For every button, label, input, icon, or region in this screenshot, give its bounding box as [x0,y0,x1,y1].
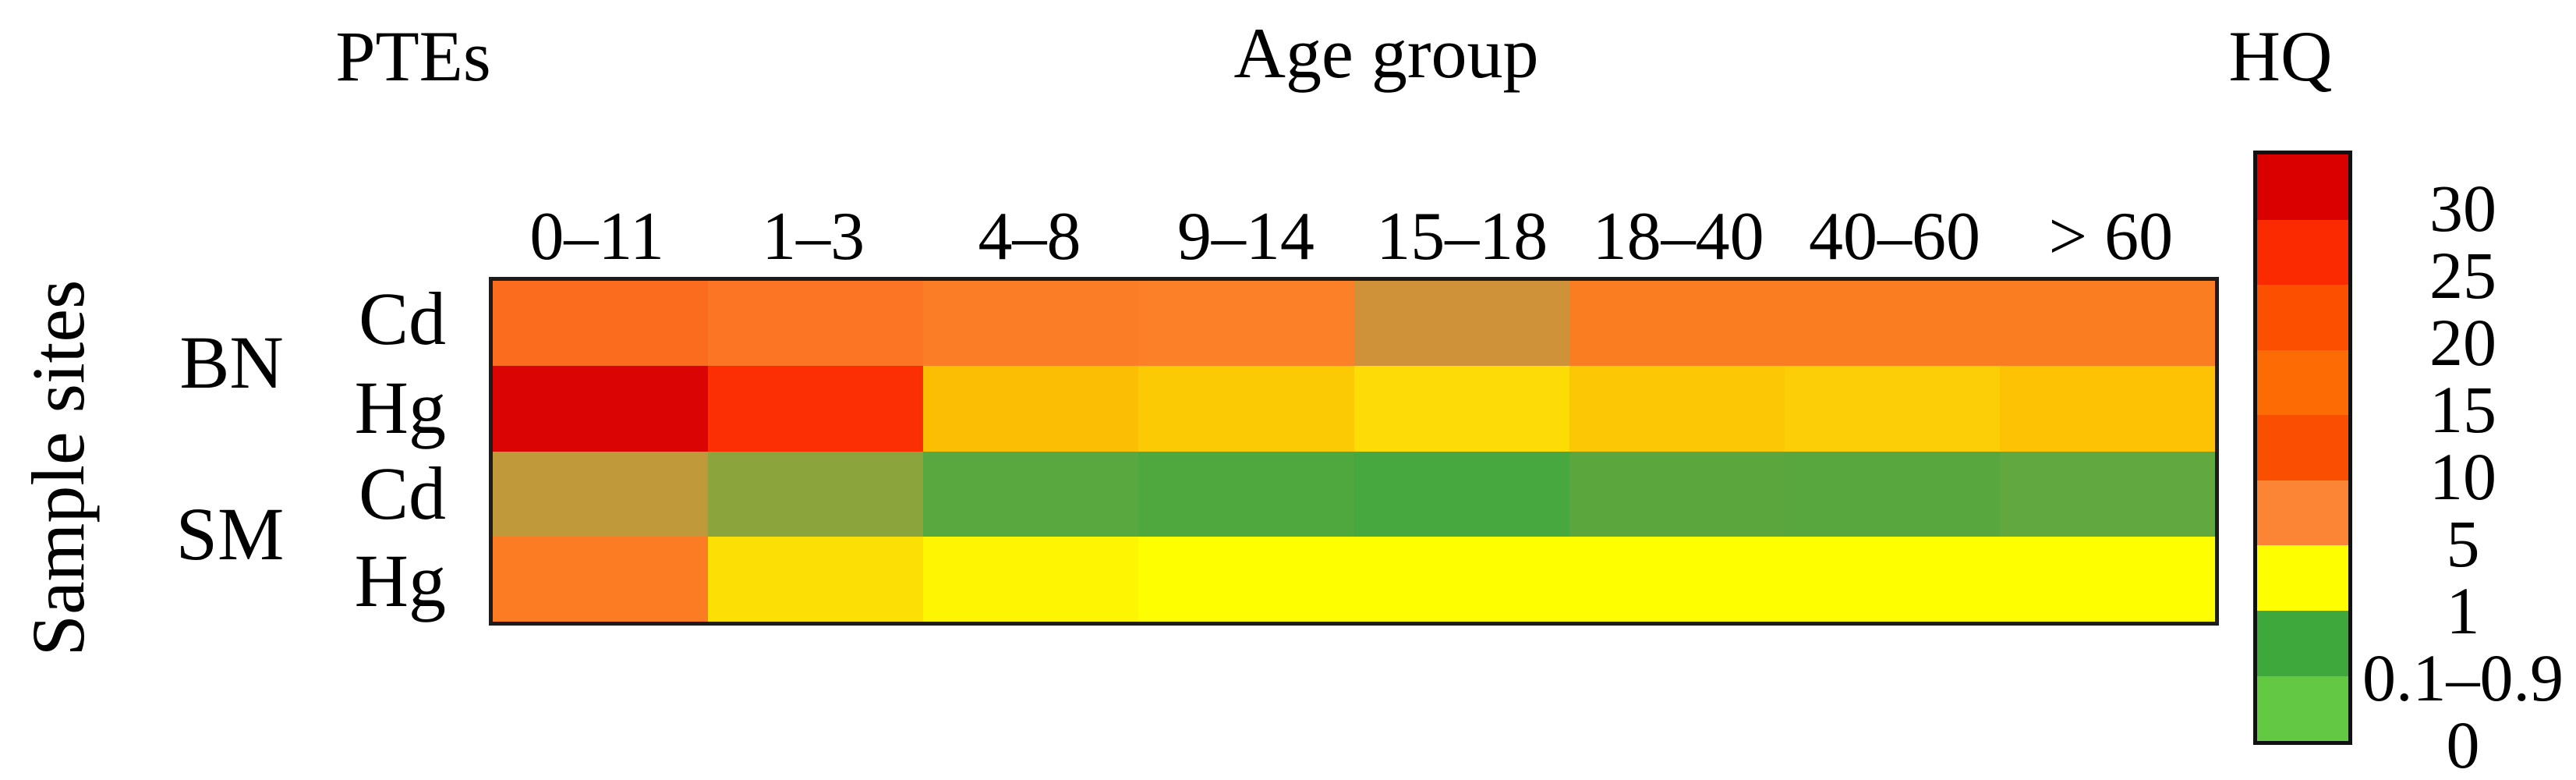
heatmap-cell [1353,451,1569,537]
legend-band-15 [2257,349,2348,416]
legend-tick-label-1: 25 [2429,238,2496,313]
heatmap-cell [1999,536,2215,622]
heatmap-cell [1138,366,1354,452]
legend-band-25 [2257,219,2348,285]
heatmap-cell [1569,366,1785,452]
heatmap-cell [1353,281,1569,367]
heatmap-cell [1784,451,2000,537]
heatmap-cell [493,451,709,537]
heatmap-cell [923,281,1139,367]
heatmap-cell [1784,366,2000,452]
heatmap-cell [493,366,709,452]
legend-band-0.1–0.9 [2257,610,2348,676]
x-axis-title: Age group [1233,13,1539,93]
heatmap-cell [708,281,924,367]
heatmap-cell [1999,451,2215,537]
legend-band-5 [2257,480,2348,546]
heatmap-cell [1784,281,2000,367]
heatmap-cell [1138,281,1354,367]
legend-band-0 [2257,675,2348,742]
heatmap-cell [708,536,924,622]
heatmap-cell [493,536,709,622]
row-label-bn-cd: Cd [358,277,446,360]
legend-band-10 [2257,415,2348,480]
legend-tick-labels: 30 25 20 15 10 5 1 0.1–0.9 0 [2353,171,2573,778]
heatmap-cell [1784,536,2000,622]
legend-band-1 [2257,545,2348,611]
legend-tick-label-2: 20 [2429,305,2496,380]
heatmap-cell [1569,536,1785,622]
column-header-3: 9–14 [1177,199,1315,275]
legend-colorbar [2253,151,2352,745]
legend-title: HQ [2228,16,2333,96]
legend-tick-label-5: 5 [2446,506,2480,581]
column-headers: 0–11 1–3 4–8 9–14 15–18 18–40 40–60 > 60 [489,201,2219,273]
heatmap-cell [1138,536,1354,622]
heatmap-cell [1569,451,1785,537]
heatmap-cell [708,366,924,452]
y-axis-title: Sample sites [16,279,100,657]
legend-band-20 [2257,285,2348,350]
row-group-label-sm: SM [175,492,285,576]
pte-column-title: PTEs [335,16,491,96]
row-label-sm-cd: Cd [358,452,446,535]
column-header-2: 4–8 [978,199,1081,275]
legend-band-30 [2257,154,2348,220]
legend-tick-label-0: 30 [2429,171,2496,246]
row-label-bn-hg: Hg [354,366,446,449]
legend-tick-label-4: 10 [2429,439,2496,514]
row-group-label-bn: BN [179,321,284,404]
legend-tick-label-7: 0.1–0.9 [2362,640,2564,715]
heatmap-cell [923,536,1139,622]
column-header-7: > 60 [2048,199,2174,275]
legend-tick-label-3: 15 [2429,372,2496,447]
heatmap-cell [1138,451,1354,537]
column-header-1: 1–3 [762,199,865,275]
column-header-4: 15–18 [1376,199,1548,275]
column-header-5: 18–40 [1592,199,1764,275]
column-header-0: 0–11 [529,199,665,275]
legend-tick-label-8: 0 [2446,707,2480,780]
column-header-6: 40–60 [1808,199,1980,275]
heatmap-cell [708,451,924,537]
legend-tick-label-6: 1 [2446,573,2480,648]
heatmap-cell [1353,536,1569,622]
heatmap-cell [1999,366,2215,452]
heatmap-cell [493,281,709,367]
heatmap-cell [1999,281,2215,367]
heatmap-cell [923,451,1139,537]
heatmap-cell [1569,281,1785,367]
row-label-sm-hg: Hg [354,539,446,622]
heatmap-cell [923,366,1139,452]
heatmap-grid [489,277,2219,626]
heatmap-cell [1353,366,1569,452]
